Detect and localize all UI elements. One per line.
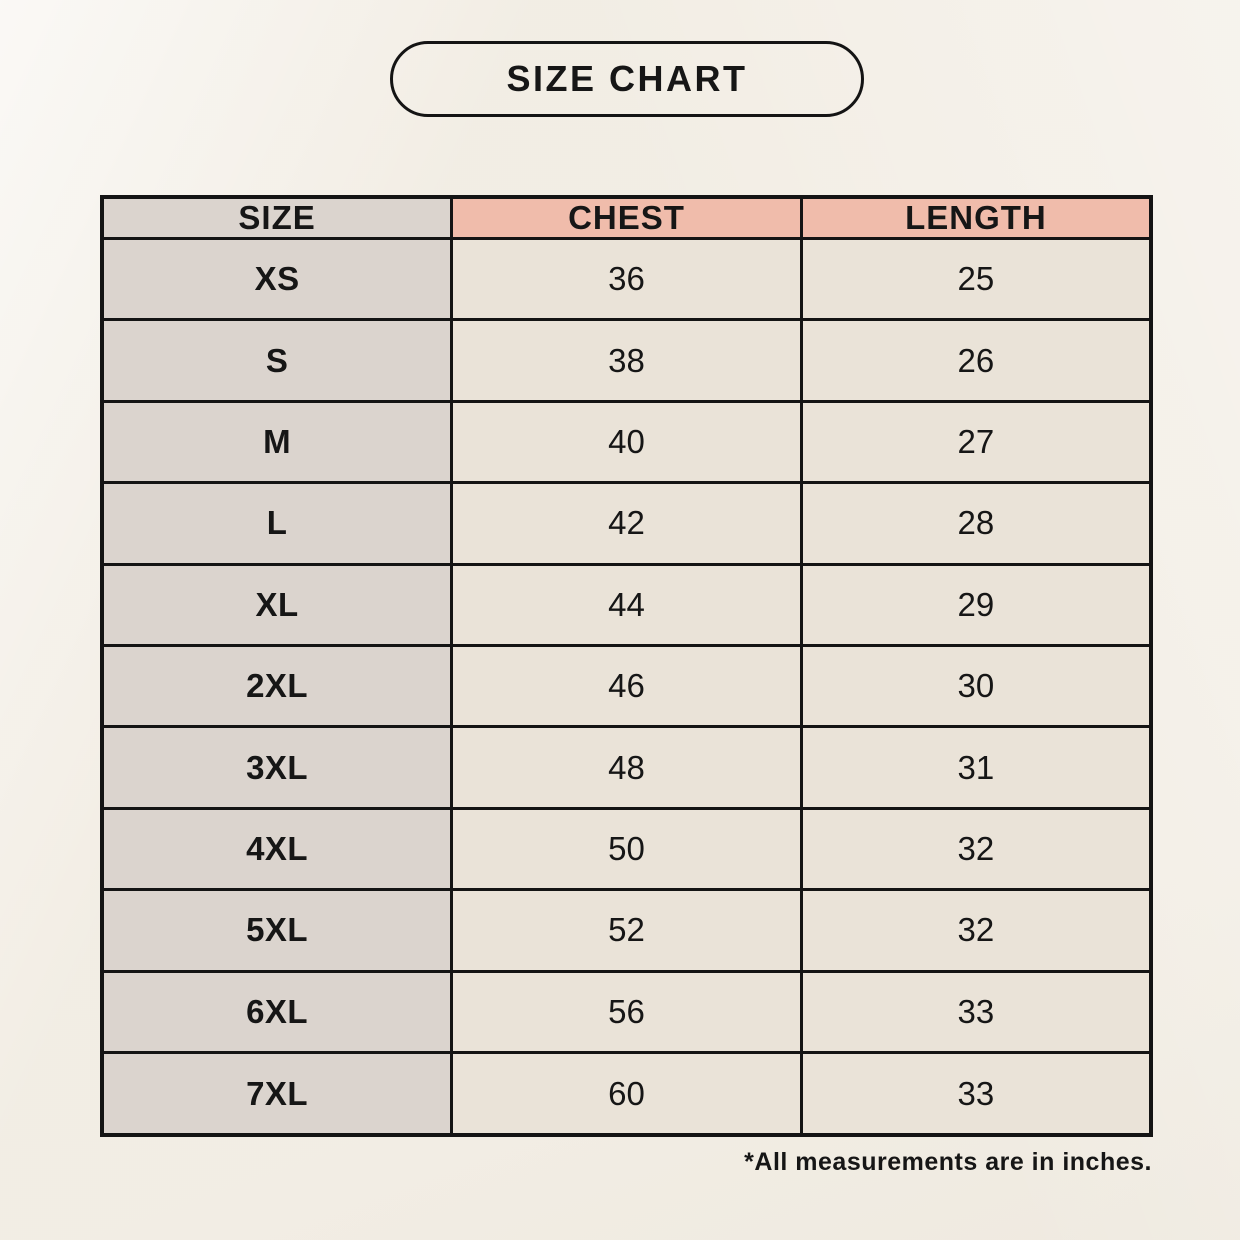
size-cell: 7XL [100,1051,454,1137]
table-row: XL 44 29 [100,562,1153,648]
chest-cell: 52 [450,888,803,973]
length-cell: 31 [799,725,1153,810]
size-cell: 6XL [100,969,454,1055]
table-row: 6XL 56 33 [100,969,1153,1055]
size-cell: 4XL [100,806,454,892]
footnote: *All measurements are in inches. [744,1148,1152,1176]
chest-cell: 42 [450,481,803,566]
chest-cell: 44 [450,562,803,648]
size-chart-table: SIZE CHEST LENGTH XS 36 25 S 38 26 M 40 … [100,195,1153,1137]
page-title: SIZE CHART [506,58,748,99]
size-cell: L [100,481,454,566]
chest-cell: 40 [450,399,803,485]
length-cell: 32 [799,888,1153,973]
size-cell: 2XL [100,644,454,729]
table-row: XS 36 25 [100,236,1153,322]
length-cell: 33 [799,1051,1153,1137]
table-row: 4XL 50 32 [100,806,1153,892]
chest-cell: 56 [450,969,803,1055]
length-cell: 30 [799,644,1153,729]
size-cell: 5XL [100,888,454,973]
length-cell: 29 [799,562,1153,648]
length-cell: 33 [799,969,1153,1055]
size-cell: S [100,318,454,403]
table-row: 2XL 46 30 [100,644,1153,729]
chest-cell: 38 [450,318,803,403]
header-row: SIZE CHEST LENGTH [100,195,1153,240]
size-cell: M [100,399,454,485]
chest-cell: 48 [450,725,803,810]
header-chest: CHEST [450,195,803,240]
chest-cell: 50 [450,806,803,892]
size-cell: XS [100,236,454,322]
length-cell: 32 [799,806,1153,892]
chest-cell: 36 [450,236,803,322]
length-cell: 27 [799,399,1153,485]
table-row: 7XL 60 33 [100,1051,1153,1137]
length-cell: 25 [799,236,1153,322]
title-pill: SIZE CHART [390,41,864,117]
table-row: S 38 26 [100,318,1153,403]
table-row: 5XL 52 32 [100,888,1153,973]
table-row: 3XL 48 31 [100,725,1153,810]
header-length: LENGTH [799,195,1153,240]
table-row: M 40 27 [100,399,1153,485]
size-cell: XL [100,562,454,648]
header-size: SIZE [100,195,454,240]
chest-cell: 60 [450,1051,803,1137]
size-cell: 3XL [100,725,454,810]
length-cell: 26 [799,318,1153,403]
chest-cell: 46 [450,644,803,729]
length-cell: 28 [799,481,1153,566]
table-row: L 42 28 [100,481,1153,566]
